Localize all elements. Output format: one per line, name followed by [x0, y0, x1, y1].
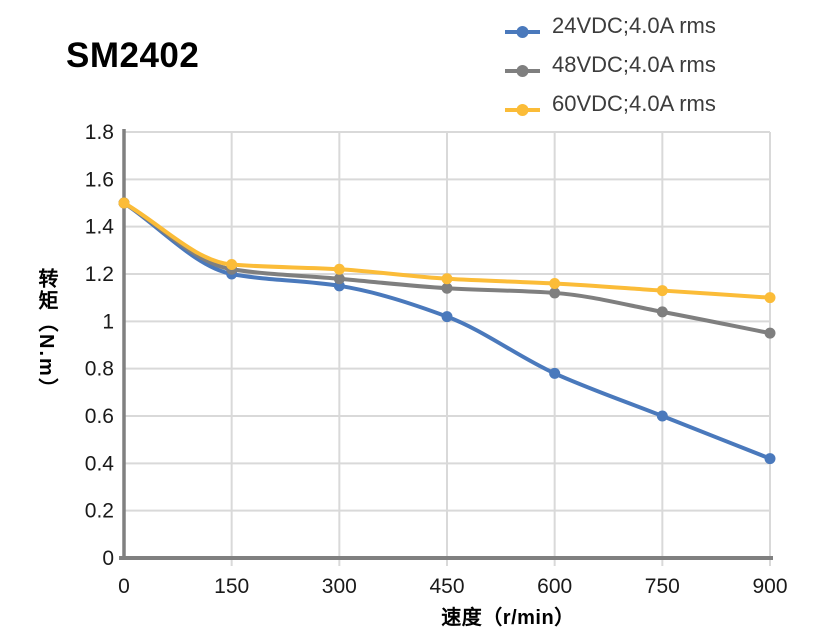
y-tick-label: 1.2: [85, 263, 114, 286]
data-point: [764, 292, 776, 304]
data-point: [333, 273, 345, 285]
data-point: [118, 197, 130, 209]
data-point: [441, 311, 453, 323]
x-tick-label: 600: [537, 575, 572, 598]
legend-line-dot-icon: [505, 103, 540, 116]
legend: 24VDC;4.0A rms 48VDC;4.0A rms 60VDC;4.0A r…: [503, 6, 716, 123]
y-tick-label: 0.2: [85, 500, 114, 523]
y-tick-label: 1.8: [85, 121, 114, 144]
data-point: [764, 327, 776, 339]
legend-label: 60VDC;4.0A rms: [552, 90, 716, 116]
data-point: [549, 287, 561, 299]
y-tick-label: 1: [102, 310, 114, 333]
y-tick-label: 0: [102, 547, 114, 570]
data-point: [656, 285, 668, 297]
data-point: [656, 306, 668, 318]
legend-item-2: 60VDC;4.0A rms: [503, 84, 716, 123]
x-tick-label: 900: [752, 575, 787, 598]
x-tick-label: 150: [214, 575, 249, 598]
y-tick-label: 1.4: [85, 216, 115, 239]
y-tick-label: 0.4: [85, 452, 115, 475]
data-point: [764, 453, 776, 465]
data-point: [333, 263, 345, 275]
x-tick-label: 300: [322, 575, 357, 598]
data-point: [226, 259, 238, 271]
data-point: [441, 282, 453, 294]
x-tick-label: 750: [645, 575, 680, 598]
y-tick-label: 1.6: [85, 168, 114, 191]
legend-label: 48VDC;4.0A rms: [552, 51, 716, 77]
data-point: [549, 277, 561, 289]
legend-label: 24VDC;4.0A rms: [552, 12, 716, 38]
x-tick-label: 450: [429, 575, 464, 598]
legend-line-dot-icon: [505, 25, 540, 38]
chart-title: SM2402: [66, 36, 200, 75]
data-point: [656, 410, 668, 422]
x-axis-title: 速度（r/min）: [441, 607, 575, 629]
legend-item-1: 48VDC;4.0A rms: [503, 45, 716, 84]
y-tick-label: 0.8: [85, 358, 114, 381]
data-point: [441, 273, 453, 285]
legend-line-dot-icon: [505, 64, 540, 77]
legend-item-0: 24VDC;4.0A rms: [503, 6, 716, 45]
x-tick-label: 0: [118, 575, 130, 598]
y-axis-title: 转矩（N.m）: [35, 268, 57, 400]
data-point: [549, 367, 561, 379]
y-tick-label: 0.6: [85, 405, 114, 428]
